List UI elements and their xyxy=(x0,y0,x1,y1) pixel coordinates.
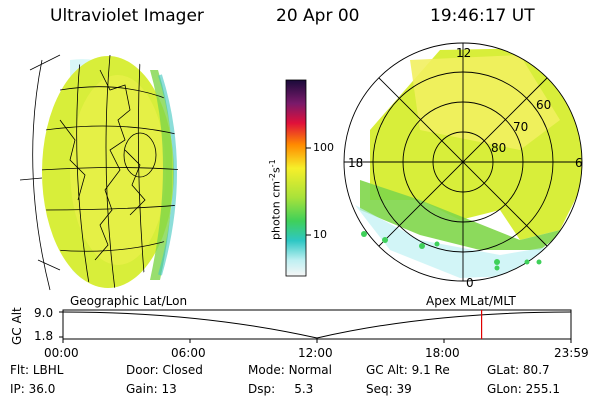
timeline-right-label: Apex MLat/MLT xyxy=(426,294,516,308)
polar-label-0: 0 xyxy=(466,276,474,290)
gain-label: Gain: xyxy=(126,382,158,396)
timeline-ytick-bottom: 1.8 xyxy=(34,329,54,343)
colorbar-tick-100: 100 xyxy=(313,141,334,154)
status-mode: Mode: Normal xyxy=(248,363,332,377)
dsp-value: 5.3 xyxy=(294,382,314,396)
flt-value: LBHL xyxy=(32,363,64,377)
dsp-label: Dsp: xyxy=(248,382,276,396)
polar-label-18: 18 xyxy=(348,156,364,170)
status-glat: GLat: 80.7 xyxy=(487,363,550,377)
timeline-xtick-0000: 00:00 xyxy=(44,346,79,360)
glon-value: 255.1 xyxy=(525,382,560,396)
polar-lat-70: 70 xyxy=(513,120,529,134)
timeline-xtick-1200: 12:00 xyxy=(298,346,333,360)
mode-value: Normal xyxy=(288,363,332,377)
timeline-ytick-top: 9.0 xyxy=(34,306,54,320)
polar-label-6: 6 xyxy=(575,156,583,170)
status-gain: Gain: 13 xyxy=(126,382,177,396)
timeline-left-label: Geographic Lat/Lon xyxy=(70,294,188,308)
mode-label: Mode: xyxy=(248,363,285,377)
status-flt: Flt: LBHL xyxy=(10,363,63,377)
status-gcalt: GC Alt: 9.1 Re xyxy=(366,363,450,377)
glat-label: GLat: xyxy=(487,363,520,377)
gain-value: 13 xyxy=(161,382,177,396)
timeline-xtick-2359: 23:59 xyxy=(554,346,589,360)
status-ip: IP: 36.0 xyxy=(10,382,55,396)
polar-label-12: 12 xyxy=(456,46,472,60)
ip-value: 36.0 xyxy=(28,382,56,396)
polar-lat-60: 60 xyxy=(536,98,552,112)
glon-label: GLon: xyxy=(487,382,522,396)
status-glon: GLon: 255.1 xyxy=(487,382,560,396)
ip-label: IP: xyxy=(10,382,25,396)
glat-value: 80.7 xyxy=(522,363,550,377)
door-value: Closed xyxy=(162,363,203,377)
gcalt-value: 9.1 Re xyxy=(411,363,450,377)
app-title: Ultraviolet Imager xyxy=(50,6,204,26)
seq-label: Seq: xyxy=(366,382,393,396)
seq-value: 39 xyxy=(396,382,412,396)
door-label: Door: xyxy=(126,363,159,377)
gcalt-label: GC Alt: xyxy=(366,363,408,377)
image-time: 19:46:17 UT xyxy=(430,6,535,26)
timeline-xtick-0600: 06:00 xyxy=(171,346,206,360)
status-seq: Seq: 39 xyxy=(366,382,412,396)
colorbar-tick-10: 10 xyxy=(313,228,327,241)
image-date: 20 Apr 00 xyxy=(276,6,360,26)
status-dsp: Dsp: 5.3 xyxy=(248,382,313,396)
status-door: Door: Closed xyxy=(126,363,203,377)
polar-lat-80: 80 xyxy=(491,141,507,155)
flt-label: Flt: xyxy=(10,363,29,377)
timeline-xtick-1800: 18:00 xyxy=(425,346,460,360)
